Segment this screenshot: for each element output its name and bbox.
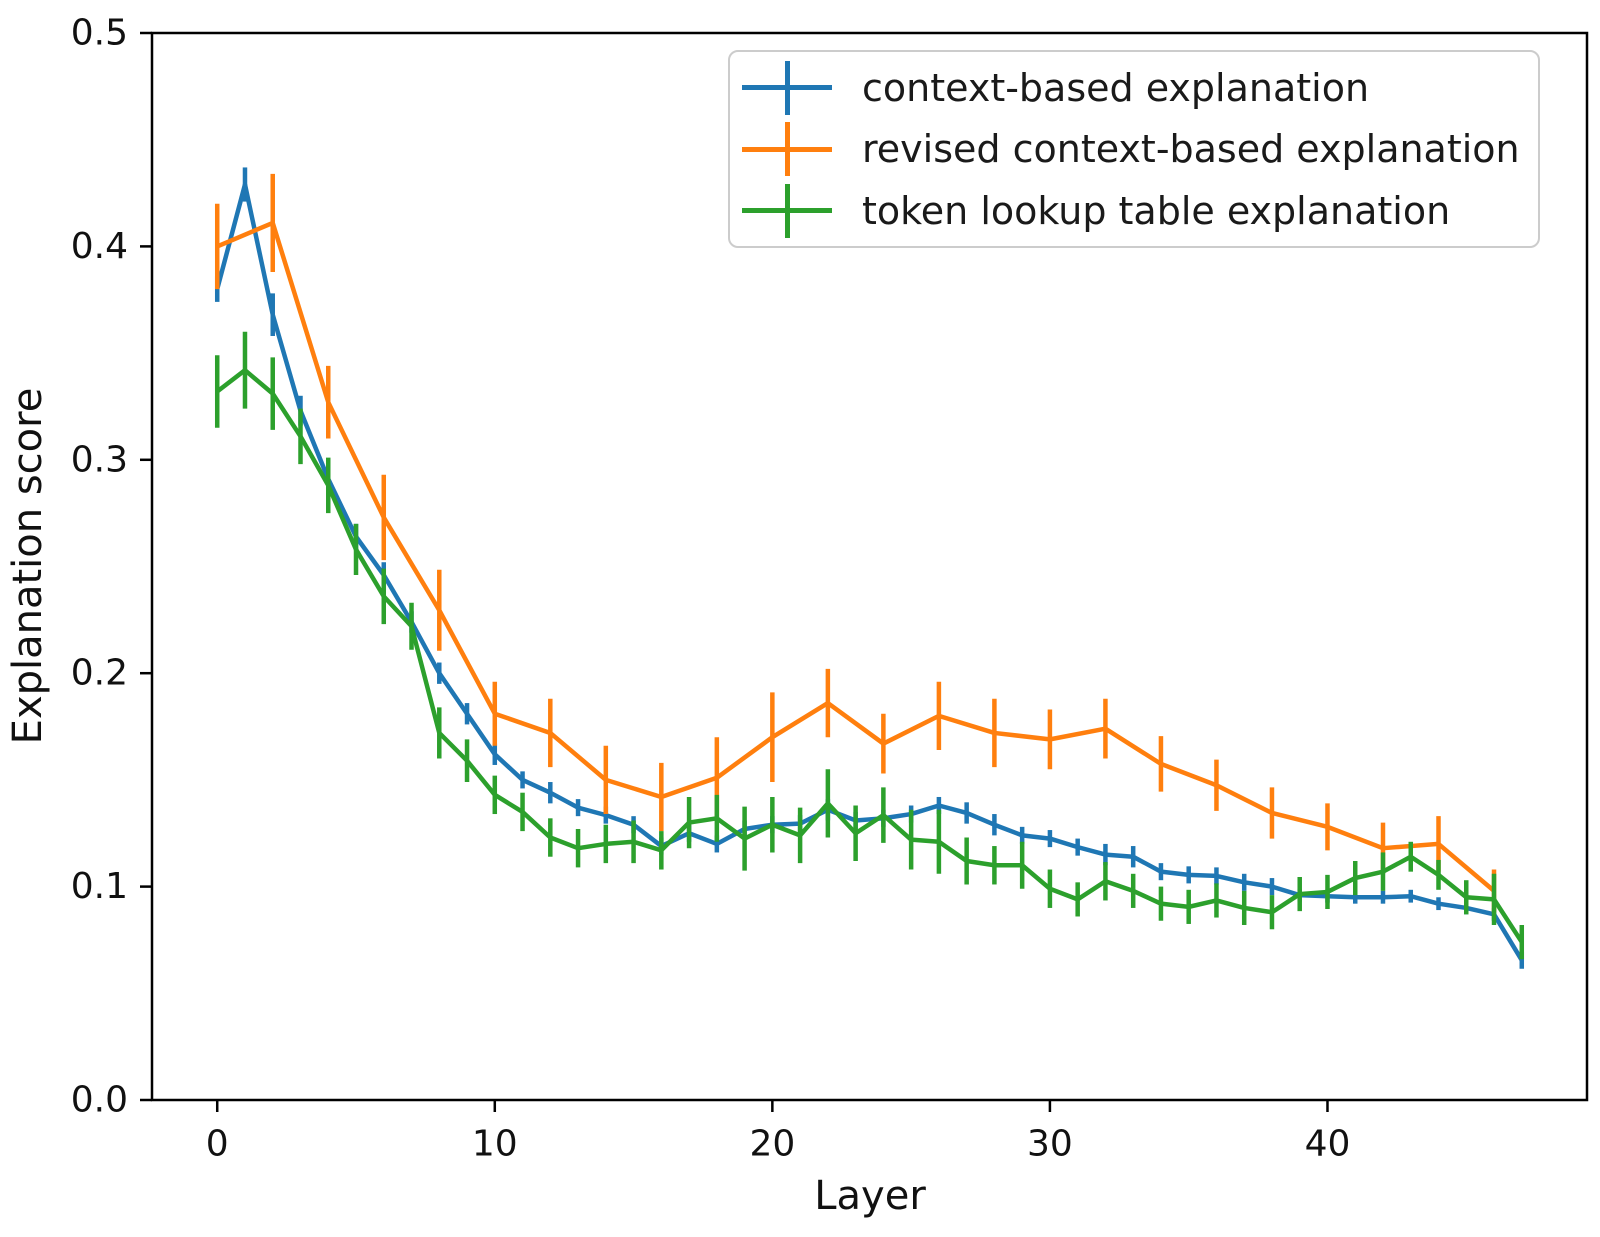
x-tick-label: 10 xyxy=(472,1124,518,1165)
y-axis-label: Explanation score xyxy=(5,387,51,745)
errorbar-marker-icon xyxy=(742,119,832,179)
plot-frame xyxy=(150,31,1589,1102)
y-tick-label: 0.5 xyxy=(71,13,128,54)
legend-entry-token-lookup: token lookup table explanation xyxy=(742,181,1538,241)
y-tick-label: 0.0 xyxy=(71,1080,128,1121)
legend: context-based explanation revised contex… xyxy=(728,50,1540,248)
errorbar-marker-icon xyxy=(742,58,832,118)
y-tick-label: 0.3 xyxy=(71,439,128,480)
series-line-2 xyxy=(215,367,1524,944)
y-tick-label: 0.2 xyxy=(71,653,128,694)
legend-label: token lookup table explanation xyxy=(862,188,1451,233)
legend-label: context-based explanation xyxy=(862,65,1370,110)
x-axis-label: Layer xyxy=(814,1173,926,1219)
y-tick-label: 0.4 xyxy=(71,226,128,267)
series-line-1 xyxy=(216,220,1496,893)
legend-entry-context-based: context-based explanation xyxy=(742,58,1538,118)
x-tick-label: 30 xyxy=(1027,1124,1073,1165)
x-tick-label: 0 xyxy=(206,1124,229,1165)
legend-entry-revised-context-based: revised context-based explanation xyxy=(742,119,1538,179)
y-tick-label: 0.1 xyxy=(71,866,128,907)
x-tick-label: 20 xyxy=(749,1124,795,1165)
errorbar-marker-icon xyxy=(742,181,832,241)
legend-label: revised context-based explanation xyxy=(862,127,1520,171)
x-tick-label: 40 xyxy=(1305,1124,1351,1165)
